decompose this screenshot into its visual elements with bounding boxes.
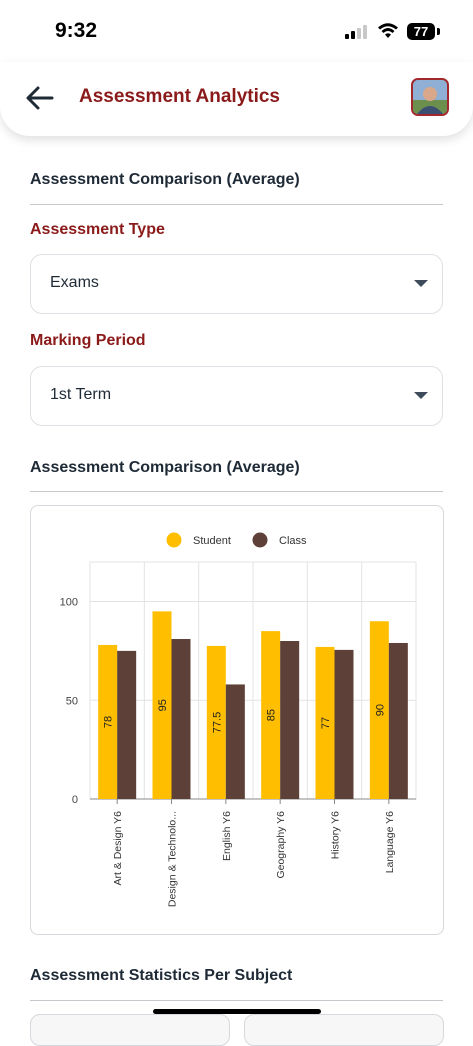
wifi-icon: [378, 23, 398, 38]
y-tick-label: 50: [66, 695, 78, 707]
battery-tip: [437, 28, 440, 35]
bar-data-label: 85: [266, 709, 278, 721]
legend-marker: [166, 532, 182, 548]
cellular-signal-icon: [345, 25, 371, 39]
student-bar: [98, 644, 118, 799]
marking-period-label: Marking Period: [30, 332, 146, 349]
x-tick-label: English Y6: [221, 811, 233, 861]
stat-card[interactable]: [30, 1014, 230, 1046]
assessment-type-value: Exams: [50, 274, 99, 291]
chart-card: 0 50 100 78 Art & Design Y6 95 Design & Techno…: [30, 505, 444, 935]
class-bar: [280, 641, 300, 799]
x-tick-label: Art & Design Y6: [112, 811, 124, 886]
profile-photo: [413, 80, 447, 114]
legend-label: Student: [193, 535, 231, 547]
class-bar: [171, 639, 191, 799]
status-bar: 9:32 77: [0, 0, 473, 60]
back-arrow-icon[interactable]: [22, 82, 58, 114]
chart-section-title: Assessment Comparison (Average): [30, 459, 300, 476]
status-time: 9:32: [55, 19, 98, 42]
class-bar: [388, 642, 408, 799]
home-indicator: [153, 1009, 321, 1014]
legend-marker: [252, 532, 268, 548]
battery-icon: 77: [407, 23, 435, 40]
stat-card[interactable]: [244, 1014, 444, 1046]
marking-period-value: 1st Term: [50, 386, 112, 403]
assessment-type-select[interactable]: Exams: [30, 254, 443, 314]
marking-period-select[interactable]: 1st Term: [30, 366, 443, 426]
bar-data-label: 77: [320, 717, 332, 729]
divider: [30, 1000, 443, 1001]
chevron-down-icon: [414, 280, 428, 287]
bar-data-label: 90: [374, 704, 386, 716]
class-bar: [117, 650, 137, 799]
class-bar: [225, 684, 245, 799]
student-bar: [152, 611, 172, 799]
y-tick-label: 100: [60, 597, 78, 609]
comparison-filter-title: Assessment Comparison (Average): [30, 171, 300, 188]
x-tick-label: History Y6: [330, 811, 342, 859]
student-bar: [206, 645, 226, 799]
avatar[interactable]: [411, 78, 449, 116]
class-bar: [334, 649, 354, 799]
chevron-down-icon: [414, 392, 428, 399]
assessment-type-label: Assessment Type: [30, 221, 165, 238]
divider: [30, 204, 443, 205]
bar-chart: 0 50 100 78 Art & Design Y6 95 Design & Techno…: [60, 532, 417, 907]
student-bar: [369, 621, 389, 799]
bar-data-label: 95: [157, 699, 169, 711]
y-tick-label: 0: [72, 794, 78, 806]
x-tick-label: Design & Technolo...: [167, 811, 179, 907]
page-title: Assessment Analytics: [79, 86, 281, 107]
bar-data-label: 77.5: [211, 712, 223, 733]
student-bar: [315, 646, 335, 799]
legend-label: Class: [279, 535, 307, 547]
x-tick-label: Language Y6: [384, 811, 396, 873]
divider: [30, 491, 443, 492]
app-header: Assessment Analytics: [0, 62, 473, 136]
x-tick-label: Geography Y6: [275, 811, 287, 879]
bar-data-label: 78: [103, 716, 115, 728]
stats-section-title: Assessment Statistics Per Subject: [30, 967, 293, 984]
student-bar: [261, 631, 281, 799]
